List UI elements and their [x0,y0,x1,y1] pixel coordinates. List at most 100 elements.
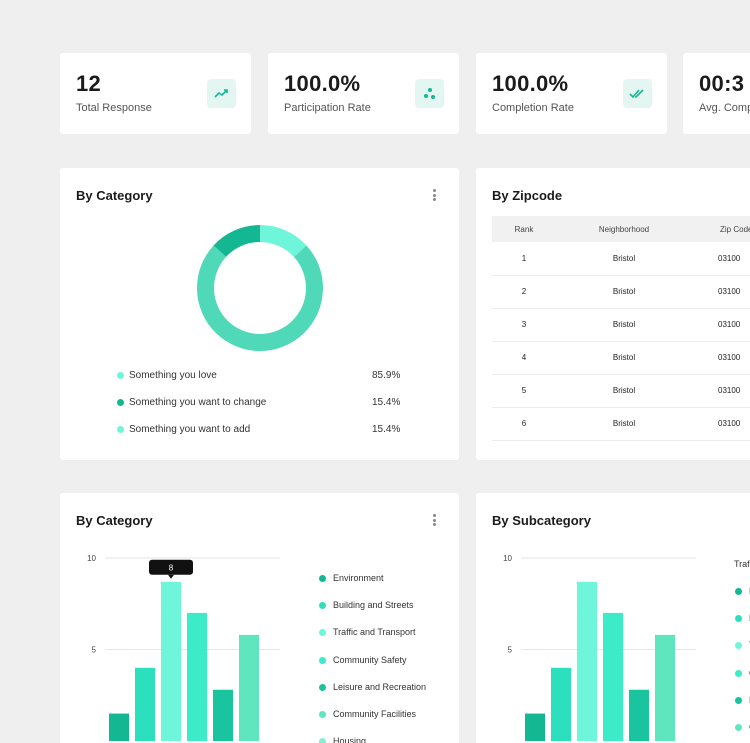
table-header-row: Rank Neighborhood Zip Code [492,216,750,242]
card-title: By Category [76,513,153,528]
neighborhood-cell: Bristol [556,275,692,309]
rank-cell: 1 [492,242,556,276]
category-donut-card: By Category Something you love 85.9% Som… [60,168,459,460]
stat-value: 100.0% [492,71,569,96]
bar[interactable] [551,667,571,741]
bar[interactable] [655,634,675,741]
stat-label: Total Response [76,102,152,114]
legend-dot [117,399,124,406]
legend-label: Community Safety [333,654,407,665]
stat-card-total-response: 12 Total Response [60,53,251,134]
zipcode-cell: 03100 [692,242,750,276]
legend-label: Something you love [129,370,217,381]
double-check-icon [623,79,652,108]
y-tick-label: 10 [87,554,96,563]
bar[interactable] [213,689,233,741]
column-header: Neighborhood [556,216,692,242]
stat-value: 100.0% [284,71,361,96]
legend-dot [735,615,742,623]
column-header: Rank [492,216,556,242]
tooltip-value: 8 [169,563,174,572]
legend-dot [735,669,742,677]
zipcode-cell: 03100 [692,341,750,375]
more-options-icon[interactable] [429,513,439,529]
legend-dot [735,642,742,650]
dots-icon [415,79,444,108]
stat-card-participation-rate: 100.0% Participation Rate [268,53,459,134]
legend-item: Something you love 85.9% [117,370,407,384]
neighborhood-cell: Bristol [556,308,692,342]
table-row: 3 Bristol 03100 [492,308,750,342]
bar[interactable] [525,713,545,741]
stat-value: 12 [76,71,102,96]
legend-label: Leisure and Recreation [333,681,427,692]
bar[interactable] [109,713,129,741]
card-title: By Subcategory [492,513,591,528]
legend-dot [319,683,326,691]
legend-dot [319,656,326,664]
table-row: 5 Bristol 03100 [492,374,750,408]
bar-chart: 10 5 [503,554,696,741]
y-tick-label: 5 [508,646,513,655]
bar-legend: EETCLC [735,586,750,743]
bar[interactable] [577,581,597,741]
neighborhood-cell: Bristol [556,242,692,276]
card-title: By Zipcode [492,188,563,203]
bar[interactable] [187,612,207,741]
table-row: 6 Bristol 03100 [492,407,750,441]
legend-label: Environment [333,573,384,583]
legend-label: Housing [333,736,367,743]
trend-up-icon [207,79,236,108]
neighborhood-cell: Bristol [556,407,692,441]
legend-label: Community Facilities [333,709,417,719]
bar-tooltip: 8 [149,559,193,579]
bar[interactable] [239,634,259,741]
rank-cell: 5 [492,374,556,408]
stat-label: Completion Rate [492,102,574,114]
legend-label: Something you want to change [129,397,267,408]
legend-dot [735,588,742,595]
stat-card-completion-rate: 100.0% Completion Rate [476,53,667,134]
legend-dot [319,738,326,743]
legend-label: Building and Streets [333,600,414,611]
neighborhood-cell: Bristol [556,374,692,408]
bar-chart: 10 5 8 [87,554,280,741]
legend-dot [117,426,124,433]
bar[interactable] [629,689,649,741]
zipcode-cell: 03100 [692,308,750,342]
rank-cell: 2 [492,275,556,309]
stat-card-avg-completion: 00:3 Avg. Comp [683,53,750,134]
neighborhood-cell: Bristol [556,341,692,375]
card-title: By Category [76,188,153,203]
legend-item: Something you want to change 15.4% [117,397,407,411]
table-row: 2 Bristol 03100 [492,275,750,309]
rank-cell: 4 [492,341,556,375]
legend-pct: 15.4% [372,397,401,408]
donut-chart [197,225,323,351]
more-options-icon[interactable] [429,188,439,204]
y-tick-label: 10 [503,554,512,563]
legend-dot [735,724,742,731]
subcategory-bar-card: By Subcategory 10 5 Traf EETCLC [476,493,750,743]
bar[interactable] [135,667,155,741]
zipcode-table: Rank Neighborhood Zip Code 1 Bristol 03100… [492,216,750,441]
legend-label: Traffic and Transport [333,627,416,638]
bar[interactable] [603,612,623,741]
bar[interactable] [161,581,181,741]
donut-slice[interactable] [260,225,307,257]
bar-legend: Environment Building and Streets Traffic a… [319,573,459,743]
legend-title: Traf [734,559,750,569]
category-bar-card: By Category 10 5 8 Environment Building and… [60,493,459,743]
legend-dot [319,602,326,610]
y-tick-label: 5 [92,646,97,655]
donut-slice[interactable] [197,245,323,351]
stat-value: 00:3 [699,71,745,96]
stat-label: Participation Rate [284,102,371,114]
table-row: 1 Bristol 03100 [492,242,750,276]
zipcode-cell: 03100 [692,374,750,408]
legend-dot [319,711,326,718]
legend-dot [319,575,326,582]
donut-slice[interactable] [213,225,260,257]
legend-pct: 15.4% [372,424,401,435]
